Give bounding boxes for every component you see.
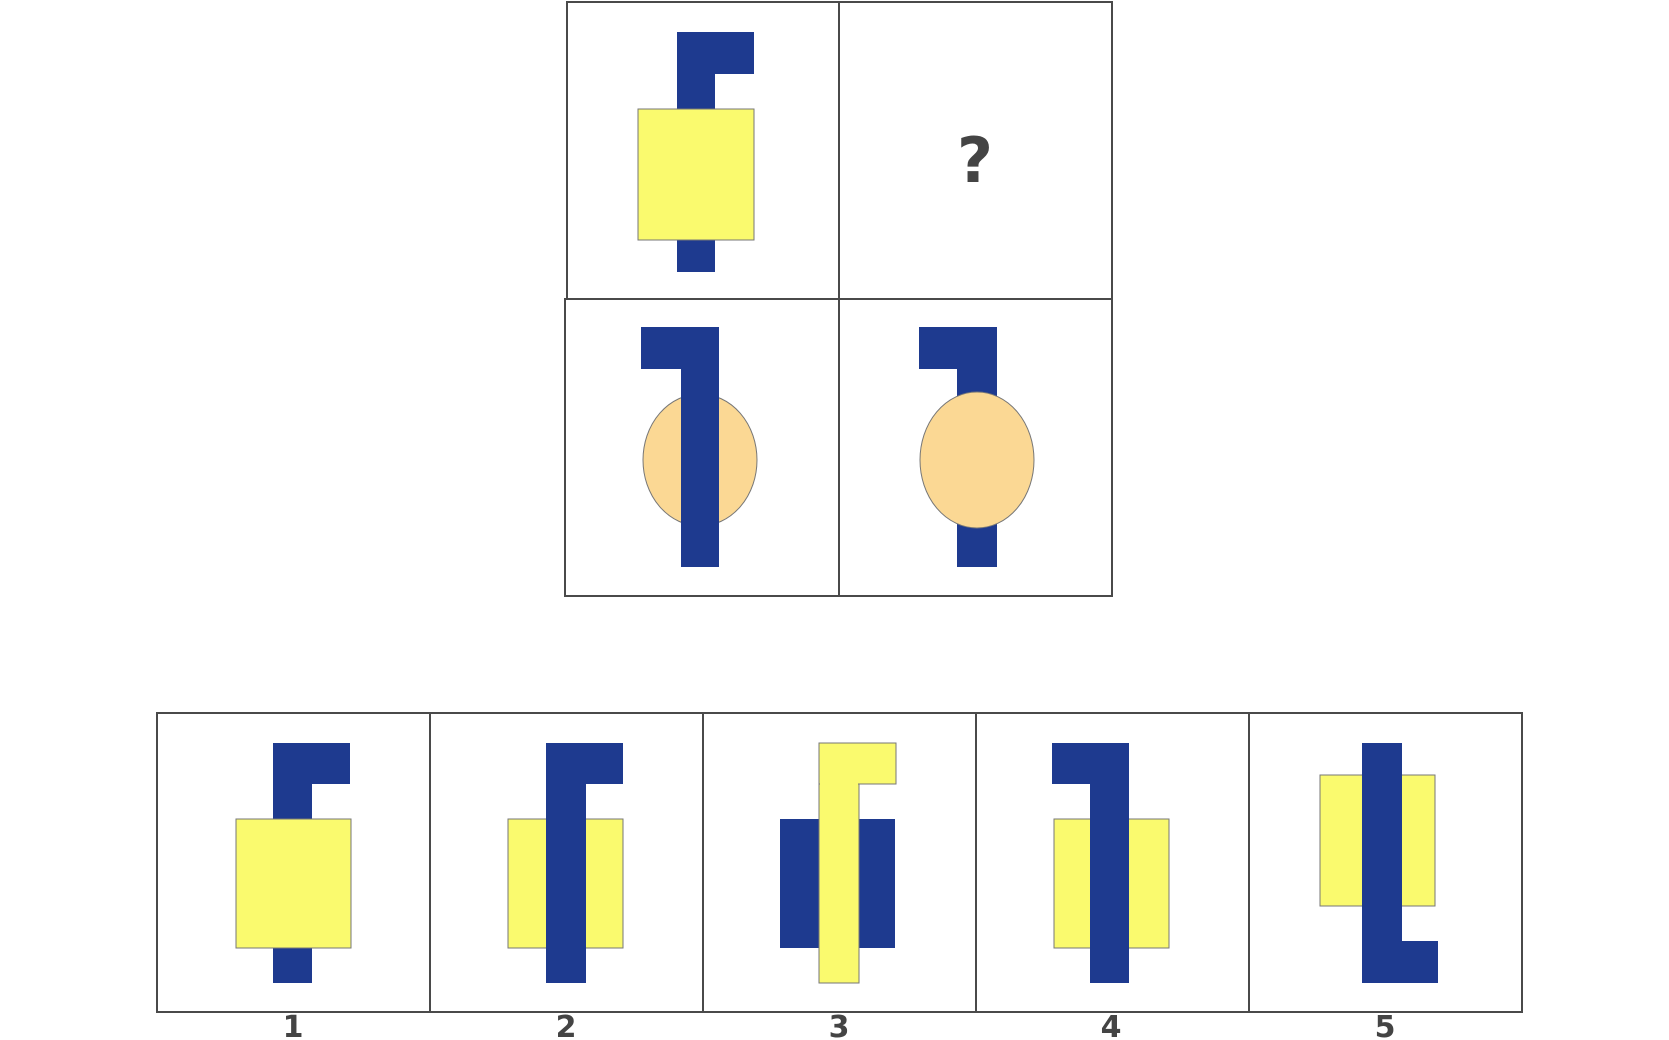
answer-label-2: 2 [556,1010,577,1040]
answer-options: 1 2 3 [156,712,1523,1040]
blue-bar-shape [641,327,719,567]
yellow-rectangle [637,108,755,241]
answer-option-2[interactable]: 2 [429,712,704,1040]
yellow-rectangle [235,818,352,949]
matrix-cell-top-left [566,1,840,300]
matrix-cell-bottom-left [564,298,840,597]
blue-bar-shape [1052,743,1129,983]
answer-label-5: 5 [1375,1010,1396,1040]
yellow-bar-shape [818,742,897,984]
answer-label-3: 3 [829,1010,850,1040]
answer-option-5[interactable]: 5 [1248,712,1523,1040]
question-mark: ? [957,124,993,197]
matrix-cell-top-right: ? [838,1,1113,300]
answer-option-3[interactable]: 3 [702,712,977,1040]
answer-option-4[interactable]: 4 [975,712,1250,1040]
blue-bar-shape [546,743,623,983]
answer-label-1: 1 [283,1010,304,1040]
matrix-cell-bottom-right [838,298,1113,597]
answer-label-4: 4 [1101,1010,1122,1040]
tan-ellipse [919,391,1035,529]
question-matrix: ? [564,1,1113,597]
answer-option-1[interactable]: 1 [156,712,431,1040]
blue-bar-shape [1362,743,1438,983]
